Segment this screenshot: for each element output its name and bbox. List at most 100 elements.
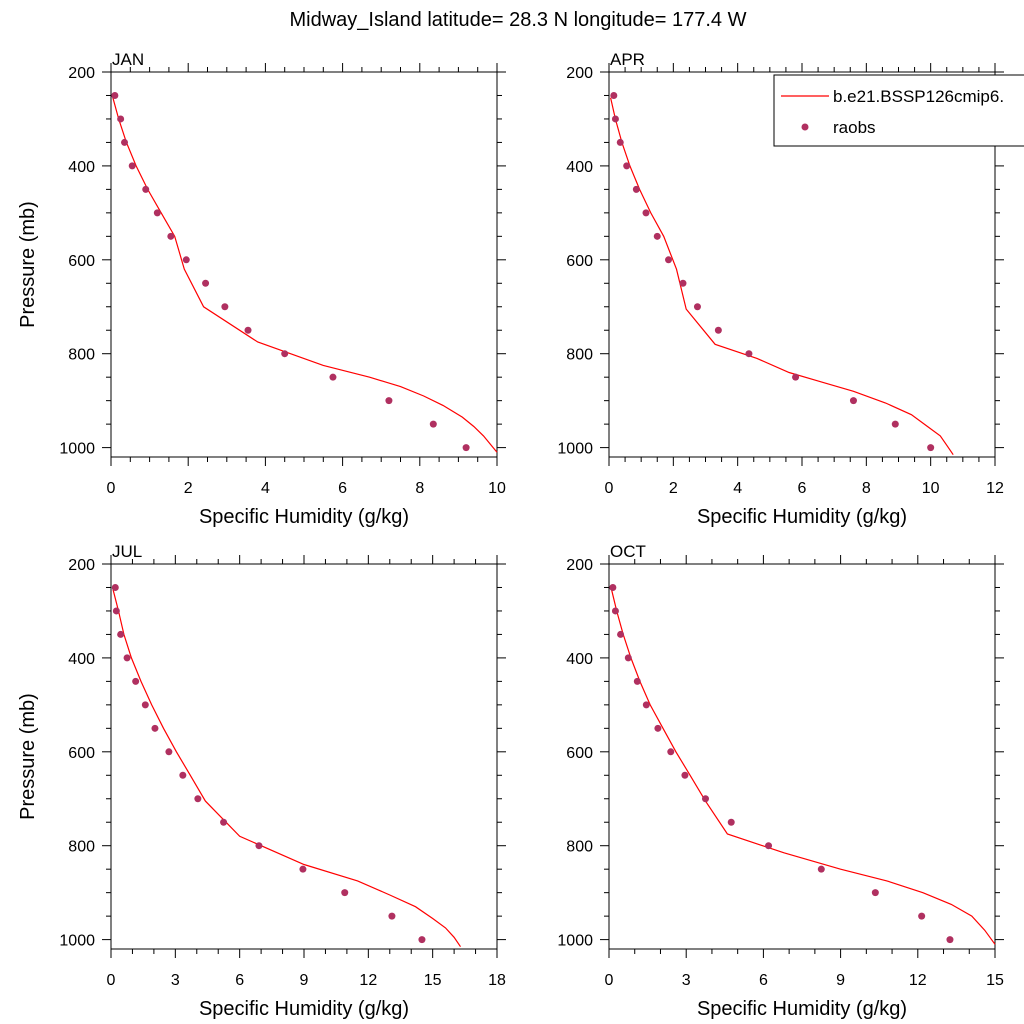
raobs-point [617, 630, 625, 638]
raobs-point [624, 654, 632, 662]
raobs-point [727, 818, 735, 826]
y-tick-label: 800 [566, 347, 593, 364]
y-tick-label: 200 [566, 65, 593, 82]
raobs-point [610, 91, 618, 99]
y-tick-label: 1000 [557, 441, 593, 458]
raobs-point [429, 420, 437, 428]
raobs-point [702, 795, 709, 803]
x-axis-label: Specific Humidity (g/kg) [199, 506, 409, 528]
x-tick-label: 6 [235, 972, 244, 989]
raobs-point [653, 232, 661, 240]
x-tick-label: 10 [922, 480, 940, 497]
model-profile-line [610, 97, 954, 456]
x-tick-label: 18 [488, 972, 506, 989]
raobs-point [128, 162, 136, 170]
x-tick-label: 6 [798, 480, 807, 497]
raobs-point [151, 724, 159, 732]
legend-box [773, 74, 1024, 147]
panel-label: APR [610, 50, 645, 69]
raobs-point [642, 701, 650, 709]
panel-apr: APR 0 2 4 6 8 10 12 200 400 600 800 1000 Specific Hum… [557, 50, 1004, 528]
panel-label: OCT [610, 542, 646, 561]
raobs-point [111, 583, 119, 591]
raobs-point [117, 115, 125, 123]
x-tick-label: 9 [300, 972, 309, 989]
raobs-point [609, 583, 617, 591]
raobs-point [132, 677, 140, 685]
x-tick-label: 2 [669, 480, 678, 497]
panel-jul: JUL 0 3 6 9 12 15 18 200 400 600 800 1000 Specific Hu… [17, 542, 506, 1020]
raobs-point [385, 397, 393, 405]
raobs-point [220, 818, 228, 826]
raobs-point [667, 748, 675, 756]
raobs-point [611, 607, 619, 615]
model-profile-line [112, 97, 498, 453]
y-tick-label: 1000 [59, 441, 95, 458]
y-tick-label: 800 [566, 839, 593, 856]
y-tick-label: 400 [566, 651, 593, 668]
raobs-point [745, 350, 753, 358]
x-tick-label: 0 [107, 972, 116, 989]
raobs-point [918, 912, 926, 920]
raobs-point [633, 677, 641, 685]
y-tick-label: 1000 [59, 933, 95, 950]
raobs-point [665, 256, 673, 264]
raobs-point [153, 209, 161, 217]
raobs-point [165, 748, 173, 756]
x-tick-label: 8 [862, 480, 871, 497]
raobs-point [329, 373, 337, 381]
raobs-point [341, 889, 349, 897]
raobs-point [642, 209, 650, 217]
x-axis-label: Specific Humidity (g/kg) [697, 506, 907, 528]
raobs-point [167, 232, 175, 240]
panels: JAN 0 2 4 6 8 10 200 400 600 800 1000 Specific Humid… [17, 50, 1004, 1020]
x-tick-label: 6 [759, 972, 768, 989]
raobs-point [654, 724, 662, 732]
y-tick-label: 200 [68, 557, 95, 574]
x-tick-label: 12 [909, 972, 927, 989]
y-tick-label: 600 [68, 253, 95, 270]
raobs-point [714, 326, 722, 334]
y-tick-label: 400 [566, 159, 593, 176]
raobs-point [946, 936, 954, 944]
raobs-point [792, 373, 800, 381]
panel-label: JAN [112, 50, 144, 69]
y-tick-label: 600 [68, 745, 95, 762]
x-tick-label: 9 [836, 972, 845, 989]
raobs-point [693, 303, 701, 311]
x-tick-label: 6 [338, 480, 347, 497]
raobs-point [623, 162, 631, 170]
raobs-point [121, 138, 129, 146]
panel-oct: OCT 0 3 6 9 12 15 200 400 600 800 1000 Specific Humi… [557, 542, 1004, 1020]
y-tick-label: 200 [566, 557, 593, 574]
raobs-point [871, 889, 879, 897]
raobs-point [123, 654, 131, 662]
y-tick-label: 600 [566, 253, 593, 270]
raobs-point [462, 444, 470, 452]
x-tick-label: 15 [986, 972, 1004, 989]
x-tick-label: 4 [261, 480, 270, 497]
raobs-point [182, 256, 190, 264]
y-tick-label: 400 [68, 159, 95, 176]
model-profile-line [112, 589, 461, 948]
raobs-point [194, 795, 202, 803]
x-tick-label: 2 [184, 480, 193, 497]
x-tick-label: 12 [359, 972, 377, 989]
raobs-point [244, 326, 252, 334]
x-tick-label: 3 [682, 972, 691, 989]
x-tick-label: 12 [986, 480, 1004, 497]
raobs-point [765, 842, 773, 850]
y-axis-label: Pressure (mb) [17, 693, 39, 820]
raobs-point [418, 936, 426, 944]
raobs-point [221, 303, 229, 311]
plot-frame [608, 563, 996, 950]
panel-jan: JAN 0 2 4 6 8 10 200 400 600 800 1000 Specific Humid… [17, 50, 506, 528]
x-axis-label: Specific Humidity (g/kg) [199, 998, 409, 1020]
y-tick-label: 400 [68, 651, 95, 668]
x-tick-label: 15 [424, 972, 442, 989]
x-tick-label: 10 [488, 480, 506, 497]
raobs-point [117, 630, 125, 638]
raobs-point [679, 279, 687, 287]
